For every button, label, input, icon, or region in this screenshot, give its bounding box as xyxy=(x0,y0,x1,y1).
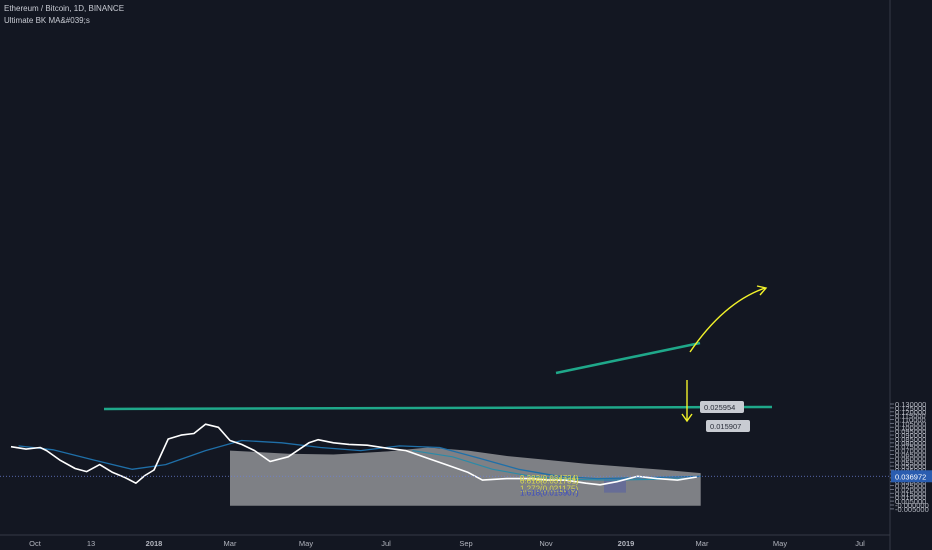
y-tick-label: -0.005000 xyxy=(895,505,929,514)
x-tick-label: Mar xyxy=(224,539,237,548)
y-tick-label: 0.110000 xyxy=(895,416,926,425)
x-tick-label: 2019 xyxy=(618,539,635,548)
y-tick-label: 0.120000 xyxy=(895,408,926,417)
last-price-badge xyxy=(891,470,932,483)
support-line[interactable] xyxy=(103,405,773,411)
y-tick-label: 0.090000 xyxy=(895,431,926,440)
y-tick-label: 0.015000 xyxy=(895,489,926,498)
indicator-label: Ultimate BK MA&#039;s xyxy=(4,16,90,25)
x-tick-label: Mar xyxy=(696,539,709,548)
price-tag-box xyxy=(700,401,744,413)
y-tick-label: 0.105000 xyxy=(895,419,926,428)
y-tick-label: 0.075000 xyxy=(895,443,926,452)
y-tick-label: 0.005000 xyxy=(895,497,926,506)
y-tick-label: 0.050000 xyxy=(895,462,926,471)
trend-line[interactable] xyxy=(555,341,701,375)
y-tick-label: 0.060000 xyxy=(895,454,926,463)
x-tick-label: 2018 xyxy=(146,539,163,548)
x-tick-label: 13 xyxy=(87,539,95,548)
price-line xyxy=(10,423,697,486)
x-tick-label: Jul xyxy=(381,539,391,548)
y-tick-label: 0.125000 xyxy=(895,404,926,413)
y-tick-label: 0.085000 xyxy=(895,435,926,444)
y-tick-label: 0.065000 xyxy=(895,450,926,459)
fib-extension-box xyxy=(604,478,626,493)
y-tick-label: 0.070000 xyxy=(895,447,926,456)
fib-label: 0.618(0.031731) xyxy=(520,476,579,485)
y-tick-label: 0.025000 xyxy=(895,482,926,491)
y-tick-label: 0.130000 xyxy=(895,400,926,409)
up-arrow-head-icon xyxy=(756,285,768,296)
up-arrow xyxy=(689,287,766,353)
last-price-label: 0.036972 xyxy=(895,472,926,481)
y-tick-label: 0.080000 xyxy=(895,439,926,448)
y-tick-label: -0.000000 xyxy=(895,501,929,510)
ma-slow-line xyxy=(18,439,701,480)
x-tick-label: May xyxy=(773,539,787,548)
fib-label: 1.618(0.015907) xyxy=(520,489,579,498)
fib-label: 0.382(0.034724) xyxy=(520,474,579,483)
y-tick-label: 0.055000 xyxy=(895,458,926,467)
down-arrow-head-icon xyxy=(681,413,693,423)
y-tick-label: 0.010000 xyxy=(895,493,926,502)
x-tick-label: Sep xyxy=(459,539,472,548)
x-tick-label: Jul xyxy=(855,539,865,548)
y-tick-label: 0.095000 xyxy=(895,427,926,436)
price-tag-label: 0.025954 xyxy=(704,403,735,412)
ma-fast-line xyxy=(412,450,691,481)
chart-title: Ethereum / Bitcoin, 1D, BINANCE xyxy=(4,4,125,13)
y-tick-label: 0.020000 xyxy=(895,485,926,494)
x-tick-label: May xyxy=(299,539,313,548)
fib-label: 1.272(0.021175) xyxy=(520,485,578,494)
y-tick-label: 0.115000 xyxy=(895,412,926,421)
y-tick-label: 0.100000 xyxy=(895,423,926,432)
price-tag-label: 0.015907 xyxy=(710,422,741,431)
x-tick-label: Oct xyxy=(29,539,42,548)
x-tick-label: Nov xyxy=(539,539,553,548)
price-tag-box xyxy=(706,420,750,432)
